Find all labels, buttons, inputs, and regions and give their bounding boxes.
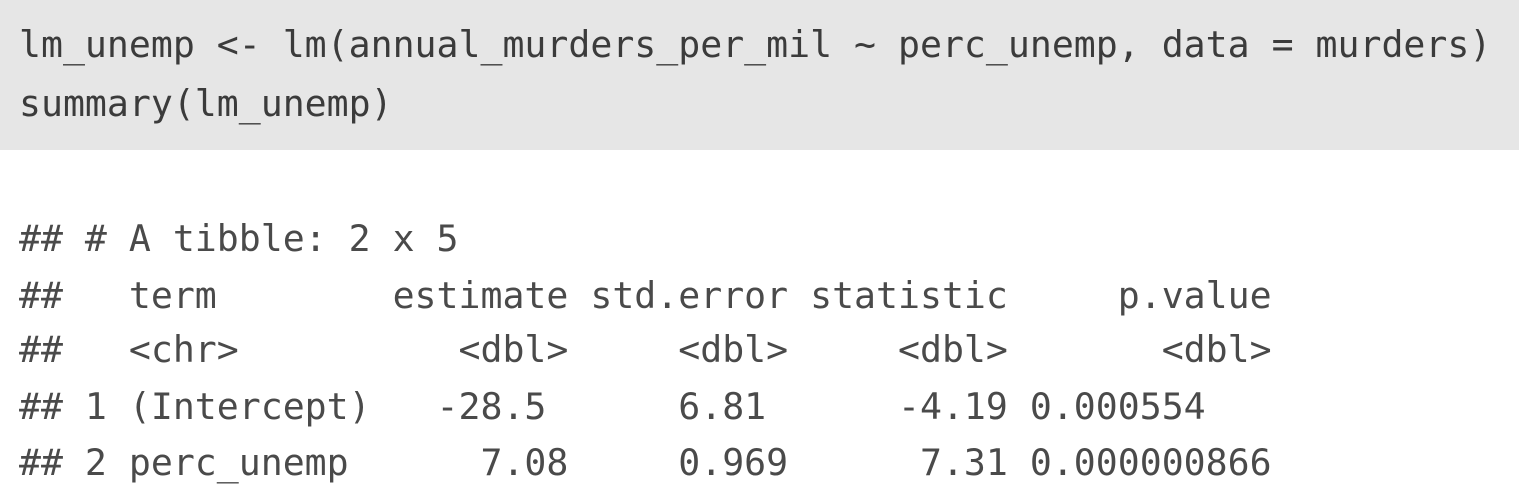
- output-row-intercept: ## 1 (Intercept) -28.5 6.81 -4.19 0.0005…: [19, 385, 1206, 428]
- output-column-types: ## <chr> <dbl> <dbl> <dbl> <dbl>: [19, 328, 1272, 371]
- output-tibble-header: ## # A tibble: 2 x 5: [19, 217, 459, 260]
- code-line-lm-call: lm_unemp <- lm(annual_murders_per_mil ~ …: [19, 23, 1492, 66]
- code-line-summary-call: summary(lm_unemp): [19, 82, 393, 125]
- code-chunk: lm_unemp <- lm(annual_murders_per_mil ~ …: [0, 0, 1519, 150]
- output-row-perc-unemp: ## 2 perc_unemp 7.08 0.969 7.31 0.000000…: [19, 441, 1272, 484]
- output-column-names: ## term estimate std.error statistic p.v…: [19, 274, 1272, 317]
